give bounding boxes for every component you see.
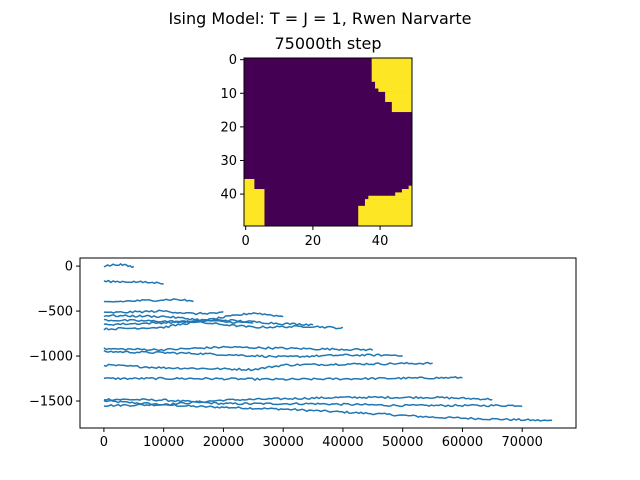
energy-trace-line	[103, 298, 194, 303]
line-y-tick-label: −1500	[29, 395, 73, 410]
heatmap-high-spin-region	[358, 205, 413, 227]
line-y-axis: 0 −500 −1000 −1500	[29, 260, 80, 410]
heatmap-high-spin-region	[391, 101, 413, 113]
line-series-group	[103, 263, 553, 422]
heatmap-y-tick-label: 20	[220, 120, 237, 135]
heatmap-high-spin-region	[385, 91, 413, 102]
energy-trace-line	[103, 376, 463, 381]
energy-trace-line	[103, 395, 493, 408]
heatmap-y-tick-label: 10	[220, 87, 237, 102]
figure-suptitle: Ising Model: T = J = 1, Rwen Narvarte	[169, 9, 472, 28]
heatmap-title: 75000th step	[274, 34, 381, 53]
heatmap-high-spin-region	[378, 88, 413, 92]
heatmap-x-tick-label: 0	[242, 234, 250, 249]
heatmap-high-spin-region	[371, 58, 413, 82]
line-panel: 0 10000 20000 30000 40000 50000 60000 70000 0 −5…	[29, 257, 577, 450]
line-x-tick-label: 20000	[203, 435, 244, 450]
line-x-tick-label: 40000	[322, 435, 363, 450]
energy-trace-line	[103, 312, 284, 331]
energy-trace-line	[103, 314, 254, 324]
heatmap-panel: 75000th step 0 20 40 0 10 20 30 40	[220, 34, 413, 249]
line-y-tick-label: −500	[37, 305, 73, 320]
heatmap-high-spin-region	[364, 199, 413, 207]
heatmap-high-spin-region	[244, 178, 255, 190]
energy-trace-line	[103, 399, 553, 422]
heatmap-cells	[244, 58, 413, 227]
line-x-tick-label: 30000	[263, 435, 304, 450]
line-x-tick-label: 0	[100, 435, 108, 450]
heatmap-high-spin-region	[401, 189, 413, 193]
heatmap-high-spin-region	[375, 81, 413, 89]
energy-trace-line	[103, 263, 135, 269]
energy-trace-line	[103, 398, 523, 408]
heatmap-y-tick-label: 0	[229, 53, 237, 68]
line-x-tick-label: 60000	[442, 435, 483, 450]
energy-trace-line	[103, 349, 403, 359]
line-y-tick-label: −1000	[29, 350, 73, 365]
heatmap-x-axis: 0 20 40	[242, 226, 389, 249]
heatmap-high-spin-region	[368, 195, 413, 200]
energy-trace-line	[103, 309, 224, 316]
line-x-axis: 0 10000 20000 30000 40000 50000 60000 70000	[100, 428, 543, 450]
heatmap-frame	[243, 57, 413, 227]
heatmap-y-axis: 0 10 20 30 40	[220, 53, 244, 203]
heatmap-high-spin-region	[395, 192, 413, 197]
line-y-tick-label: 0	[65, 260, 73, 275]
energy-trace-line	[103, 279, 164, 285]
heatmap-y-tick-label: 40	[220, 188, 237, 203]
line-plot-frame	[79, 257, 577, 429]
heatmap-high-spin-region	[244, 189, 265, 227]
energy-trace-line	[103, 361, 433, 372]
line-x-tick-label: 10000	[143, 435, 184, 450]
line-x-tick-label: 50000	[382, 435, 423, 450]
heatmap-x-tick-label: 20	[305, 234, 322, 249]
energy-trace-line	[103, 318, 344, 330]
heatmap-y-tick-label: 30	[220, 154, 237, 169]
line-x-tick-label: 70000	[502, 435, 543, 450]
energy-trace-line	[103, 345, 374, 352]
heatmap-high-spin-region	[408, 185, 413, 190]
heatmap-x-tick-label: 40	[372, 234, 389, 249]
